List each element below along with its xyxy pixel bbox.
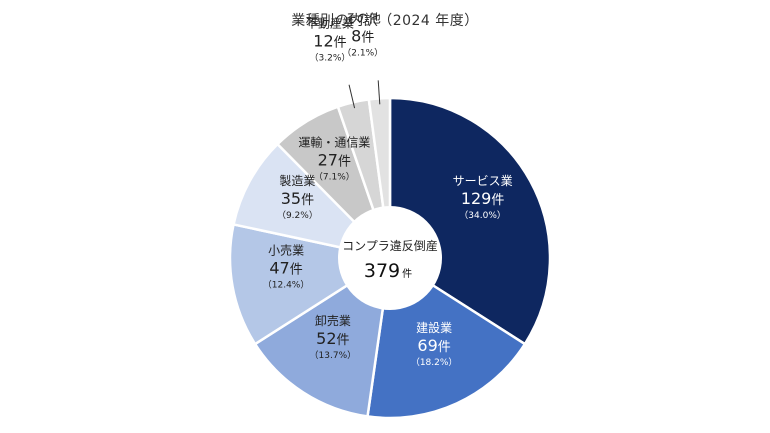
slice-label-count-2: 69件 xyxy=(417,336,450,355)
slice-label-value-8: 8 xyxy=(351,26,361,45)
slice-label-unit-3: 件 xyxy=(337,333,350,348)
slice-label-name-1: サービス業 xyxy=(453,174,513,188)
slice-label-value-6: 27 xyxy=(318,150,338,169)
pie-slice-3 xyxy=(253,255,392,418)
slice-label-name-5: 製造業 xyxy=(279,174,315,188)
slice-label-pct-6: （7.1%） xyxy=(314,171,355,182)
slice-label-count-3: 52件 xyxy=(316,329,349,348)
slice-label-value-7: 12 xyxy=(313,31,333,50)
center-total-value: 379 xyxy=(364,260,400,282)
slice-label-name-6: 運輸・通信業 xyxy=(298,134,370,149)
slice-label-unit-8: 件 xyxy=(361,30,374,45)
slice-label-pct-5: （9.2%） xyxy=(277,210,318,221)
slice-label-pct-1: （34.0%） xyxy=(459,210,506,221)
slice-label-value-1: 129 xyxy=(461,189,492,208)
slice-label-pct-4: （12.4%） xyxy=(263,280,310,291)
slice-label-value-5: 35 xyxy=(281,189,301,208)
center-total-unit: 件 xyxy=(402,268,412,280)
slice-label-name-2: 建設業 xyxy=(416,320,452,335)
leader-line-7 xyxy=(348,84,356,109)
slice-label-pct-2: （18.2%） xyxy=(411,357,458,368)
center-hole xyxy=(338,206,442,310)
slice-label-unit-1: 件 xyxy=(491,193,504,208)
slice-label-pct-3: （13.7%） xyxy=(310,350,357,361)
slice-label-count-7: 12件 xyxy=(313,31,346,50)
slice-label-unit-5: 件 xyxy=(301,193,314,208)
slice-label-unit-6: 件 xyxy=(338,154,351,169)
slice-label-unit-2: 件 xyxy=(438,340,451,355)
slice-label-count-8: 8件 xyxy=(351,26,374,45)
slice-label-count-1: 129件 xyxy=(461,189,505,208)
slice-label-value-3: 52 xyxy=(316,329,336,348)
center-label: コンプラ違反倒産 xyxy=(342,238,438,253)
slice-label-unit-4: 件 xyxy=(290,263,303,278)
slice-label-name-8: その他 xyxy=(345,11,381,25)
leader-line-8 xyxy=(377,80,381,105)
slice-label-pct-8: （2.1%） xyxy=(342,47,383,58)
slice-label-value-4: 47 xyxy=(269,259,289,278)
slice-label-count-6: 27件 xyxy=(318,150,351,169)
slice-label-pct-7: （3.2%） xyxy=(310,52,351,63)
slice-label-count-5: 35件 xyxy=(281,189,314,208)
slice-label-name-3: 卸売業 xyxy=(315,313,351,328)
slice-label-unit-7: 件 xyxy=(334,35,347,50)
center-total: 379 件 xyxy=(364,260,412,282)
slice-labels: サービス業129件（34.0%）建設業69件（18.2%）卸売業52件（13.7… xyxy=(263,11,513,368)
chart-title: 業種別の内訳（2024 年度） xyxy=(291,13,479,29)
slice-label-count-4: 47件 xyxy=(269,259,302,278)
slice-label-name-7: 不動産業 xyxy=(306,15,354,30)
slice-label-name-4: 小売業 xyxy=(268,243,304,258)
slice-label-value-2: 69 xyxy=(417,336,437,355)
leader-lines xyxy=(348,80,381,109)
